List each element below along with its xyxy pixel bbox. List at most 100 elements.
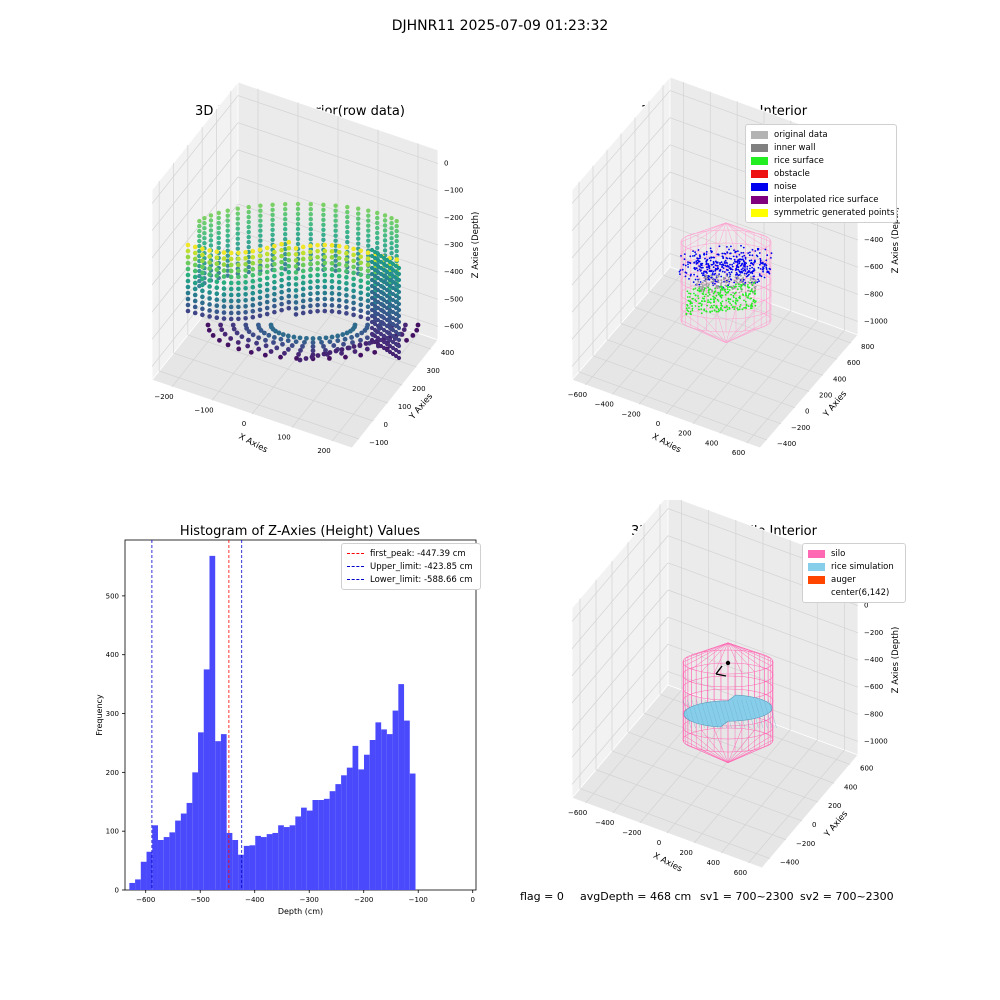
noise-point — [698, 249, 700, 251]
data-point — [366, 280, 371, 285]
data-point — [309, 232, 313, 236]
z-tick-label: −1000 — [864, 737, 888, 745]
data-point — [279, 254, 284, 259]
rice-surface-point — [709, 294, 711, 296]
rice-surface-point — [687, 296, 689, 298]
noise-point — [730, 246, 732, 248]
original-data-point — [724, 280, 726, 282]
data-point — [308, 268, 313, 273]
legend-item: interpolated rice surface — [751, 193, 891, 206]
noise-point — [710, 260, 712, 262]
data-point — [322, 352, 327, 357]
status-sv2: sv2 = 700~2300 — [800, 890, 894, 903]
noise-point — [707, 269, 709, 271]
histogram-bar — [169, 832, 175, 890]
data-point — [294, 294, 299, 299]
data-point — [294, 306, 299, 311]
data-point — [330, 291, 335, 296]
y-tick-label: 600 — [847, 359, 860, 367]
noise-point — [711, 270, 713, 272]
rice-surface-point — [721, 287, 723, 289]
data-point — [359, 254, 364, 259]
histogram-bar — [209, 556, 215, 890]
status-avg-depth: avgDepth = 468 cm — [580, 890, 691, 903]
rice-surface-point — [695, 288, 697, 290]
data-point — [333, 214, 337, 218]
data-point — [229, 257, 234, 262]
legend-item: auger — [808, 573, 900, 586]
noise-point — [687, 261, 689, 263]
x-tick-label: −300 — [300, 896, 319, 904]
data-point — [304, 356, 309, 361]
data-point — [270, 233, 274, 237]
original-data-point — [720, 279, 722, 281]
noise-point — [729, 264, 731, 266]
data-point — [301, 305, 306, 310]
data-point — [258, 295, 263, 300]
data-point — [330, 297, 335, 302]
noise-point — [735, 251, 737, 253]
data-point — [209, 223, 213, 227]
rice-surface-point — [728, 301, 730, 303]
data-point — [222, 256, 227, 261]
data-point — [247, 240, 251, 244]
histogram-bar — [324, 799, 330, 890]
data-point — [359, 248, 364, 253]
data-point — [202, 241, 206, 245]
x-tick-label: 200 — [317, 447, 330, 455]
noise-point — [756, 281, 758, 283]
data-point — [410, 333, 415, 338]
data-point — [226, 218, 230, 222]
data-point — [364, 341, 369, 346]
noise-point — [733, 249, 735, 251]
noise-point — [730, 279, 732, 281]
rice-surface-point — [710, 307, 712, 309]
data-point — [279, 242, 284, 247]
data-point — [229, 305, 234, 310]
histogram-bar — [244, 846, 250, 890]
data-point — [330, 255, 335, 260]
noise-point — [749, 265, 751, 267]
rice-surface-point — [750, 307, 752, 309]
histogram-bar — [227, 833, 233, 890]
legend-label: silo — [831, 549, 845, 559]
original-data-point — [747, 290, 749, 292]
noise-point — [754, 250, 756, 252]
noise-point — [731, 264, 733, 266]
data-point — [245, 344, 250, 349]
data-point — [209, 243, 213, 247]
data-point — [272, 310, 277, 315]
data-point — [309, 212, 313, 216]
rice-surface-point — [729, 308, 731, 310]
noise-point — [746, 268, 748, 270]
data-point — [294, 312, 299, 317]
histogram-bar — [204, 669, 210, 890]
data-point — [323, 285, 328, 290]
data-point — [251, 291, 256, 296]
rice-surface-point — [713, 299, 715, 301]
histogram-bar — [187, 803, 193, 890]
original-data-point — [727, 279, 729, 281]
noise-point — [742, 267, 744, 269]
rice-surface-point — [694, 299, 696, 301]
noise-point — [712, 264, 714, 266]
histogram-bar — [198, 732, 204, 890]
data-point — [366, 218, 370, 222]
noise-point — [723, 253, 725, 255]
data-point — [197, 229, 201, 233]
data-point — [397, 284, 401, 288]
x-axis-label: X Axies — [237, 432, 270, 456]
data-point — [351, 301, 356, 306]
noise-point — [694, 255, 696, 257]
data-point — [330, 261, 335, 266]
rice-surface-point — [720, 303, 722, 305]
histogram-bar — [398, 684, 404, 890]
rice-surface-point — [691, 305, 693, 307]
data-point — [202, 231, 206, 235]
noise-point — [726, 257, 728, 259]
data-point — [186, 303, 191, 308]
rice-surface-point — [709, 288, 711, 290]
data-point — [279, 278, 284, 283]
rice-surface-point — [702, 297, 704, 299]
data-point — [397, 266, 401, 270]
